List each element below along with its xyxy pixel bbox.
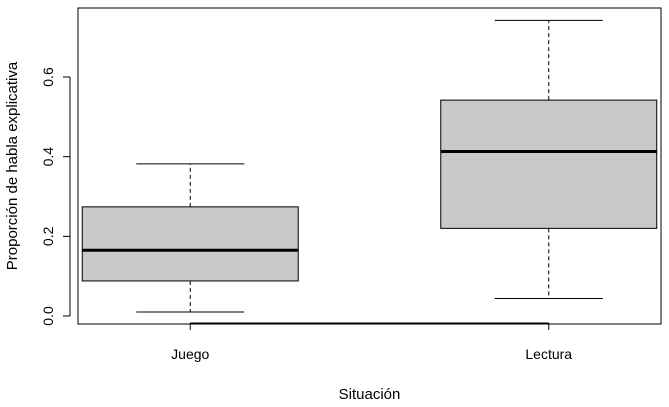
x-axis: Juego Lectura: [171, 322, 572, 362]
iqr-box: [440, 99, 658, 229]
boxes: [81, 19, 658, 313]
x-tick-label: Juego: [171, 346, 209, 362]
plot-frame: [77, 7, 662, 325]
iqr-box: [81, 206, 299, 282]
y-tick-label: 0.0: [40, 306, 56, 326]
box-juego: [81, 163, 299, 313]
y-tick-label: 0.6: [40, 67, 56, 87]
x-tick-label: Lectura: [525, 346, 572, 362]
x-axis-title: Situación: [339, 386, 401, 403]
y-tick-label: 0.2: [40, 226, 56, 246]
y-axis: 0.0 0.2 0.4 0.6: [40, 67, 71, 326]
y-tick-label: 0.4: [40, 147, 56, 167]
y-axis-title: Proporción de habla explicativa: [4, 61, 21, 270]
box-lectura: [440, 19, 658, 299]
